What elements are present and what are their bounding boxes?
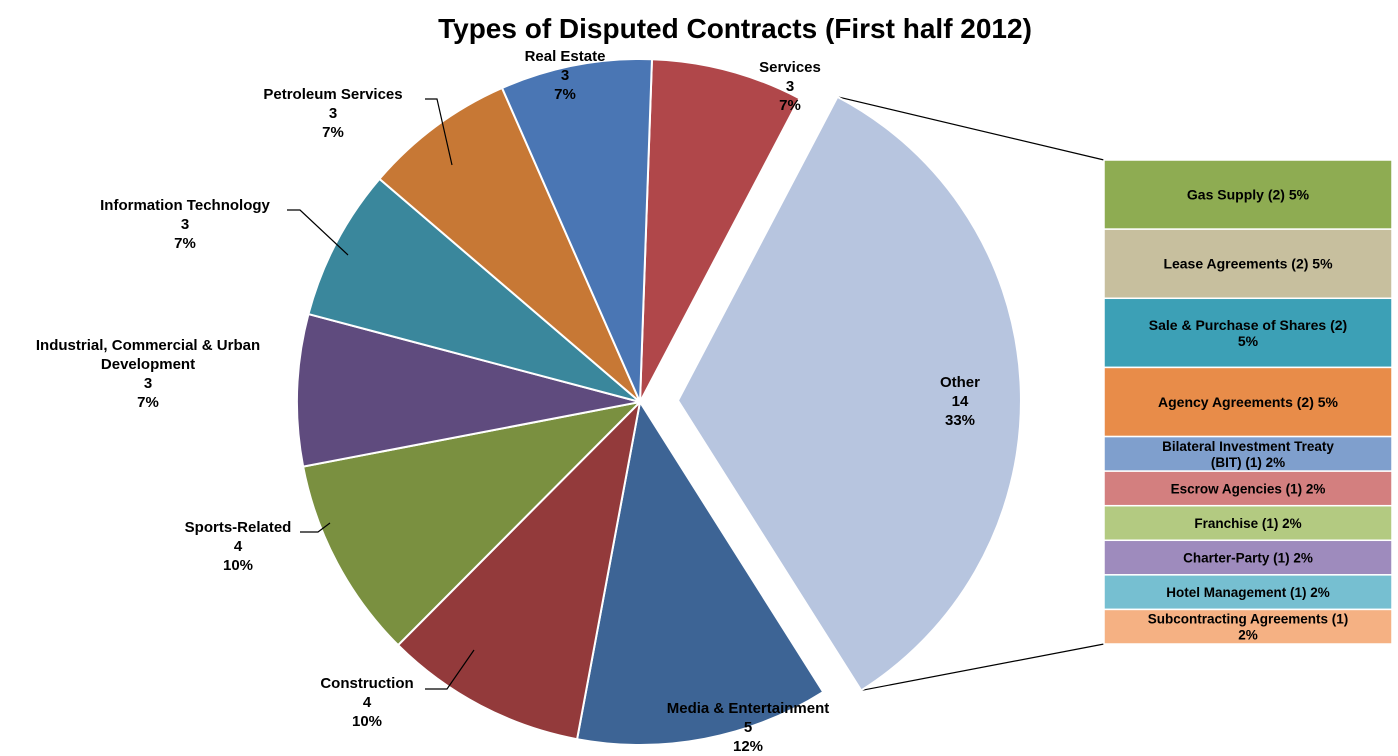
slice-label-petroleum-services-name: Petroleum Services [263,86,402,103]
leader-line-information-technology [287,209,349,256]
connector-line-bottom [861,643,1105,692]
slice-label-construction-percent: 10% [352,713,382,730]
slice-label-information-technology-count: 3 [181,216,189,233]
connector-line-top [837,96,1105,161]
breakdown-segment-hotel-management-1-2 [1103,574,1393,611]
slice-label-construction-name: Construction [320,675,413,692]
slice-label-real-estate-percent: 7% [554,86,576,103]
breakdown-label-agency-agreements-2-5: Agency Agreements (2) 5% [1158,394,1339,410]
other-breakdown-labels: Gas Supply (2) 5% Lease Agreements (2) 5%… [1148,187,1349,643]
pie-slice-industrial-commercial-and-urban-development [296,312,641,468]
slice-label-other-name: Other [940,374,980,391]
pie-slice-sports-related [301,400,643,647]
breakdown-segment-escrow-agencies-1-2 [1103,470,1393,507]
breakdown-segment-sale-and-purchase-of-shares-2-5 [1103,297,1393,369]
slice-label-construction-count: 4 [363,694,372,711]
slice-label-other-percent: 33% [945,412,975,429]
leader-line-sports-related [300,522,331,533]
pie-slice-services [639,58,801,403]
slice-label-real-estate-count: 3 [561,67,569,84]
slice-label-sports-related-percent: 10% [223,557,253,574]
breakdown-label-bilateral-investment-treaty-bit-1-2-line1: Bilateral Investment Treaty [1162,439,1334,454]
slice-label-industrial-commercial-and-urban-development-percent: 7% [137,394,159,411]
other-breakdown-bar [1103,159,1393,645]
slice-label-media-and-entertainment-percent: 12% [733,738,763,755]
chart-title: Types of Disputed Contracts (First half … [438,13,1032,44]
connector-lines [837,96,1105,692]
breakdown-segment-charter-party-1-2 [1103,539,1393,576]
breakdown-label-lease-agreements-2-5: Lease Agreements (2) 5% [1163,256,1333,272]
breakdown-label-franchise-1-2: Franchise (1) 2% [1194,516,1301,531]
breakdown-label-hotel-management-1-2: Hotel Management (1) 2% [1166,585,1330,600]
pie-slice-information-technology [307,177,641,403]
slice-label-media-and-entertainment-name: Media & Entertainment [667,700,830,717]
breakdown-label-sale-and-purchase-of-shares-2-5-line2: 5% [1238,333,1259,349]
breakdown-segment-gas-supply-2-5 [1103,159,1393,230]
slice-label-industrial-commercial-and-urban-development-name-line2: Development [101,356,195,373]
pie-slice-petroleum-services [378,86,641,403]
pie-slice-construction [396,398,642,741]
slice-label-real-estate-name: Real Estate [525,48,606,65]
slice-label-information-technology-name: Information Technology [100,197,270,214]
leader-line-construction [425,649,475,690]
slice-label-information-technology-percent: 7% [174,235,196,252]
slice-label-industrial-commercial-and-urban-development-name: Industrial, Commercial & Urban [36,337,260,354]
leader-line-petroleum-services [425,98,453,166]
breakdown-label-bilateral-investment-treaty-bit-1-2-line2: (BIT) (1) 2% [1211,455,1285,470]
pie-slices [296,58,1022,746]
slice-label-petroleum-services-count: 3 [329,105,337,122]
slice-labels: Services 3 7% Other 14 33% Media & Entertainme… [36,48,980,755]
breakdown-segment-subcontracting-agreements-1-2 [1103,608,1393,645]
breakdown-segment-lease-agreements-2-5 [1103,228,1393,300]
breakdown-label-subcontracting-agreements-1-2-line1: Subcontracting Agreements (1) [1148,612,1349,627]
slice-label-petroleum-services-percent: 7% [322,124,344,141]
pie-slice-media-and-entertainment [575,399,825,746]
breakdown-label-gas-supply-2-5: Gas Supply (2) 5% [1187,187,1310,203]
slice-label-other-count: 14 [952,393,969,410]
slice-label-services-percent: 7% [779,97,801,114]
breakdown-label-subcontracting-agreements-1-2-line2: 2% [1238,628,1258,643]
slice-label-industrial-commercial-and-urban-development-count: 3 [144,375,152,392]
slice-label-sports-related-name: Sports-Related [185,519,292,536]
slice-label-services-count: 3 [786,78,794,95]
breakdown-segment-agency-agreements-2-5 [1103,366,1393,438]
slice-label-services-name: Services [759,59,821,76]
slice-label-media-and-entertainment-count: 5 [744,719,752,736]
slice-label-sports-related-count: 4 [234,538,243,555]
pie-slice-other [676,95,1022,692]
breakdown-label-sale-and-purchase-of-shares-2-5-line1: Sale & Purchase of Shares (2) [1149,317,1347,333]
breakdown-label-escrow-agencies-1-2: Escrow Agencies (1) 2% [1171,481,1326,496]
pie-slice-real-estate [500,58,654,403]
breakdown-label-charter-party-1-2: Charter-Party (1) 2% [1183,551,1313,566]
